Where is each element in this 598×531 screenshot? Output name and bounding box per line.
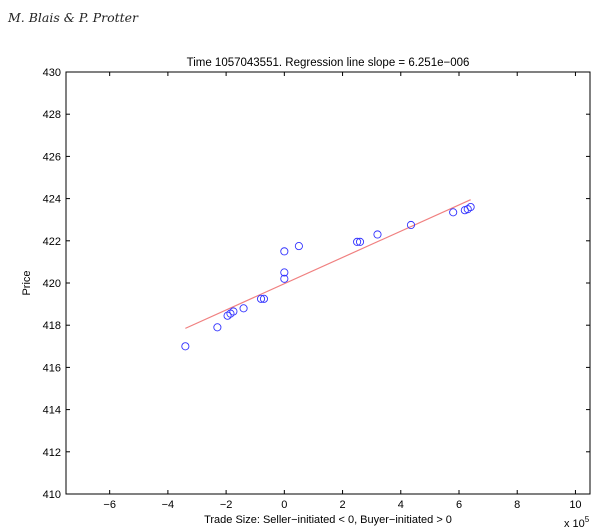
y-tick-label: 410 [43,489,61,501]
y-axis: 410 412 414 416 418 420 422 424 426 428 430 [43,67,590,501]
data-point [463,205,472,214]
data-point [181,342,190,351]
data-point [466,202,475,212]
x-axis-multiplier-base: x 10 [564,518,585,530]
chart-title: Time 1057043551. Regression line slope =… [187,57,470,69]
data-point [353,237,362,246]
running-header-authors: M. Blais & P. Protter [8,10,139,25]
regression-line [185,199,471,329]
data-point [294,242,303,251]
y-tick-label: 418 [43,320,61,332]
data-point [373,230,382,239]
x-axis-multiplier: x 105 [564,515,590,530]
data-point [280,268,289,277]
x-tick-label: 0 [281,499,287,511]
y-tick-label: 424 [43,194,61,206]
data-point [449,208,458,217]
y-tick-label: 428 [43,109,61,121]
data-point [280,274,289,283]
x-tick-label: 10 [569,499,581,511]
data-point [239,304,248,313]
y-tick-label: 414 [43,405,61,417]
data-point [355,237,365,246]
y-axis-label: Price [21,270,33,295]
x-tick-label: 6 [456,499,462,511]
y-tick-label: 412 [43,447,61,459]
y-tick-label: 426 [43,151,61,163]
x-axis: −6 −4 −2 0 2 4 6 8 10 [103,72,582,511]
data-point [259,294,269,303]
y-tick-label: 420 [43,278,61,290]
data-point [406,220,416,230]
x-tick-label: −2 [220,499,233,511]
x-tick-label: −6 [103,499,116,511]
data-point [280,247,289,256]
x-tick-label: 2 [339,499,345,511]
plot-frame [65,71,591,495]
x-tick-label: 8 [514,499,520,511]
x-tick-label: 4 [398,499,404,511]
x-tick-label: −4 [162,499,175,511]
y-tick-label: 430 [43,67,61,79]
data-points [181,202,475,351]
y-tick-label: 422 [43,236,61,248]
data-point [226,309,235,318]
data-point [223,311,232,320]
x-axis-multiplier-exponent: 5 [585,515,590,524]
x-axis-label: Trade Size: Seller−initiated < 0, Buyer−… [204,514,452,526]
data-point [213,323,222,332]
y-tick-label: 416 [43,362,61,374]
data-point [256,294,266,303]
data-point [229,307,238,316]
